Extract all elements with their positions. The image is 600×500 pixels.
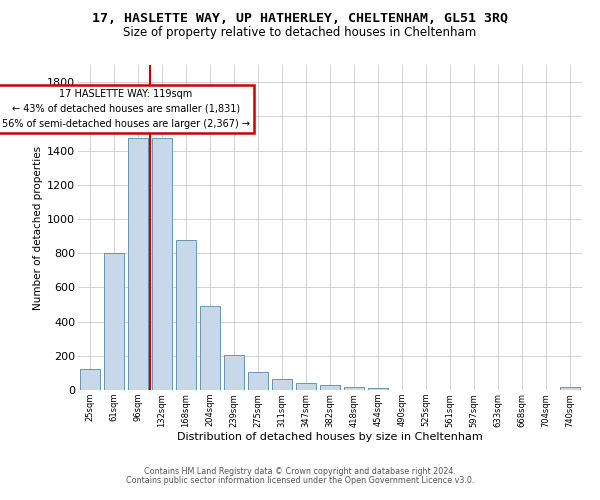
Text: Distribution of detached houses by size in Cheltenham: Distribution of detached houses by size … bbox=[177, 432, 483, 442]
Text: Contains HM Land Registry data © Crown copyright and database right 2024.: Contains HM Land Registry data © Crown c… bbox=[144, 467, 456, 476]
Bar bbox=[224, 355, 244, 390]
Text: Contains public sector information licensed under the Open Government Licence v3: Contains public sector information licen… bbox=[126, 476, 474, 485]
Bar bbox=[344, 386, 364, 390]
Bar bbox=[248, 372, 268, 390]
Bar bbox=[320, 385, 340, 390]
Text: Size of property relative to detached houses in Cheltenham: Size of property relative to detached ho… bbox=[124, 26, 476, 39]
Bar bbox=[560, 388, 580, 390]
Text: 17, HASLETTE WAY, UP HATHERLEY, CHELTENHAM, GL51 3RQ: 17, HASLETTE WAY, UP HATHERLEY, CHELTENH… bbox=[92, 12, 508, 26]
Bar bbox=[80, 368, 100, 390]
Bar bbox=[128, 138, 148, 390]
Bar bbox=[296, 383, 316, 390]
Bar bbox=[152, 138, 172, 390]
Bar bbox=[200, 306, 220, 390]
Bar bbox=[104, 253, 124, 390]
Text: 17 HASLETTE WAY: 119sqm
← 43% of detached houses are smaller (1,831)
56% of semi: 17 HASLETTE WAY: 119sqm ← 43% of detache… bbox=[2, 89, 250, 128]
Bar bbox=[176, 240, 196, 390]
Y-axis label: Number of detached properties: Number of detached properties bbox=[33, 146, 43, 310]
Bar bbox=[368, 388, 388, 390]
Bar bbox=[272, 379, 292, 390]
